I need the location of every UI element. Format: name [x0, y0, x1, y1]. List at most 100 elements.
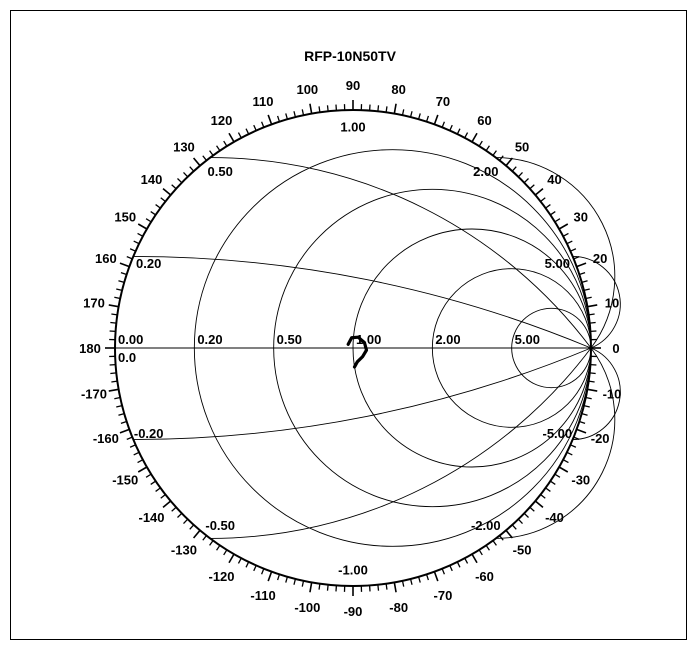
angle-tick: [223, 549, 228, 556]
angle-label: -40: [545, 510, 564, 525]
angle-tick: [517, 518, 523, 524]
trace-point: [350, 336, 353, 339]
angle-tick: [585, 296, 592, 300]
angle-tick: [485, 145, 490, 152]
angle-tick: [441, 568, 446, 575]
angle-tick: [583, 288, 590, 292]
angle-tick: [114, 396, 121, 400]
zero-reactance-label: 0.0: [118, 350, 136, 365]
reactance-label: 2.00: [473, 164, 498, 179]
angle-tick: [276, 574, 281, 581]
reactance-label: 1.00: [340, 120, 365, 135]
angle-tick: [425, 115, 430, 122]
angle-tick: [245, 561, 250, 568]
angle-label: -140: [139, 510, 165, 525]
reactance-arc: [133, 256, 592, 349]
angle-tick: [145, 218, 152, 223]
trace-point: [356, 335, 360, 339]
angle-tick: [293, 578, 297, 585]
angle-label: -120: [208, 569, 234, 584]
angle-label: 80: [391, 82, 405, 97]
angle-label: -130: [171, 542, 197, 557]
angle-tick: [260, 568, 265, 575]
angle-tick: [108, 388, 119, 392]
angle-tick: [523, 512, 529, 518]
reactance-label: -0.50: [205, 518, 235, 533]
angle-tick: [511, 166, 517, 172]
reactance-label: -1.00: [338, 562, 368, 577]
angle-tick: [129, 248, 136, 252]
angle-label: 160: [95, 251, 117, 266]
reactance-label: 5.00: [545, 256, 570, 271]
angle-tick: [589, 372, 596, 375]
angle-tick: [177, 178, 183, 184]
angle-label: -50: [513, 542, 532, 557]
angle-tick: [110, 321, 117, 324]
angle-tick: [326, 105, 329, 112]
reactance-arc: [572, 256, 621, 349]
angle-tick: [126, 255, 133, 260]
angle-label: 150: [114, 210, 136, 225]
reactance-label: -5.00: [542, 426, 572, 441]
angle-label: -60: [475, 569, 494, 584]
angle-tick: [449, 124, 453, 131]
angle-tick: [505, 529, 514, 539]
angle-tick: [155, 487, 161, 492]
angle-tick: [228, 553, 235, 564]
angle-label: 130: [173, 140, 195, 155]
angle-tick: [126, 436, 133, 441]
angle-tick: [267, 114, 273, 125]
angle-tick: [216, 145, 221, 152]
angle-tick: [529, 184, 535, 190]
angle-tick: [549, 211, 556, 216]
angle-tick: [111, 380, 118, 383]
angle-tick: [579, 271, 586, 276]
angle-tick: [245, 128, 250, 135]
angle-label: -110: [250, 588, 275, 603]
angle-tick: [499, 535, 504, 541]
angle-tick: [492, 540, 497, 546]
angle-label: 20: [593, 251, 607, 266]
angle-tick: [492, 150, 497, 156]
angle-tick: [285, 576, 289, 583]
angle-tick: [401, 109, 405, 116]
angle-tick: [267, 571, 273, 582]
angle-tick: [228, 132, 235, 143]
angle-tick: [110, 372, 117, 375]
chart-title: RFP-10N50TV: [304, 48, 396, 64]
angle-tick: [566, 240, 573, 245]
reactance-arc: [495, 157, 616, 349]
reactance-arc: [210, 157, 592, 349]
angle-tick: [587, 304, 598, 308]
angle-tick: [116, 404, 123, 408]
angle-tick: [160, 494, 166, 499]
angle-tick: [579, 420, 586, 425]
angle-tick: [566, 451, 573, 456]
angle-tick: [177, 512, 183, 518]
angle-label: 0: [612, 341, 619, 356]
angle-tick: [401, 580, 405, 587]
angle-tick: [471, 553, 478, 564]
angle-tick: [162, 500, 172, 509]
angle-tick: [318, 583, 321, 590]
angle-tick: [517, 172, 523, 178]
angle-label: 50: [515, 140, 529, 155]
reactance-arc: [133, 347, 592, 440]
angle-tick: [464, 557, 469, 564]
angle-tick: [441, 121, 446, 128]
angle-label: 140: [141, 172, 163, 187]
angle-tick: [417, 113, 421, 120]
angle-tick: [253, 124, 257, 131]
angle-tick: [309, 582, 313, 593]
angle-label: -20: [591, 431, 610, 446]
angle-tick: [471, 132, 478, 143]
angle-label: 100: [296, 82, 318, 97]
angle-label: -90: [344, 604, 363, 619]
angle-tick: [562, 459, 569, 464]
angle-tick: [301, 109, 305, 116]
angle-tick: [202, 535, 207, 541]
angle-tick: [558, 223, 569, 230]
angle-tick: [114, 296, 121, 300]
reactance-label: -2.00: [471, 518, 501, 533]
angle-tick: [478, 549, 483, 556]
